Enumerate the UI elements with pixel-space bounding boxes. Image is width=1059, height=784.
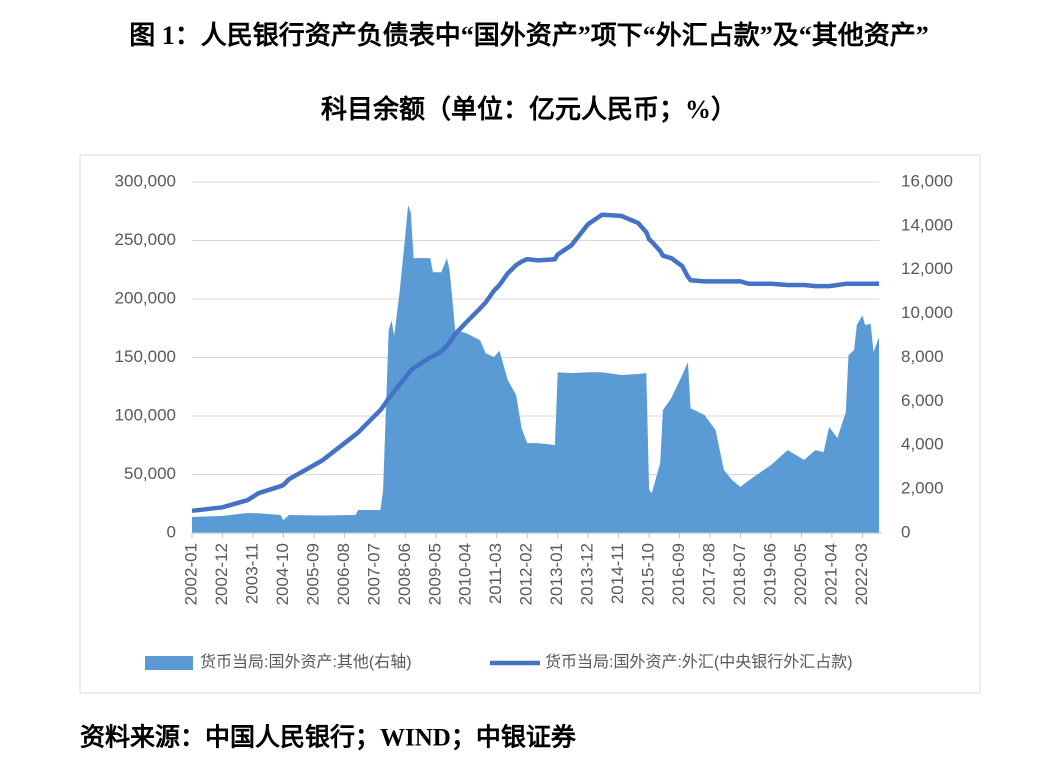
x-tick-label: 2013-01 — [547, 543, 566, 605]
y-tick-label: 0 — [167, 522, 176, 541]
x-tick-label: 2012-02 — [517, 543, 536, 605]
chart-title: 图 1：人民银行资产负债表中“国外资产”项下“外汇占款”及“其他资产” — [129, 20, 929, 50]
x-tick-label: 2021-04 — [821, 543, 840, 605]
x-tick-label: 2022-03 — [852, 543, 871, 605]
x-tick-label: 2010-04 — [456, 543, 475, 605]
y2-tick-label: 0 — [901, 522, 910, 541]
legend-swatch — [145, 656, 193, 670]
y-tick-label: 100,000 — [115, 405, 176, 424]
x-tick-label: 2002-12 — [212, 543, 231, 605]
x-tick-label: 2004-10 — [273, 543, 292, 605]
x-tick-label: 2002-01 — [181, 543, 200, 605]
chart-subtitle: 科目余额（单位：亿元人民币；%） — [321, 94, 737, 124]
y2-tick-label: 8,000 — [901, 347, 944, 366]
x-tick-label: 2016-09 — [669, 543, 688, 605]
line — [191, 212, 879, 514]
x-tick-label: 2020-05 — [791, 543, 810, 605]
x-tick-label: 2018-07 — [730, 543, 749, 605]
x-tick-label: 2008-06 — [395, 543, 414, 605]
y2-tick-label: 16,000 — [901, 171, 953, 190]
y-tick-label: 150,000 — [115, 347, 176, 366]
x-tick-label: 2011-03 — [486, 543, 505, 604]
y-tick-label: 250,000 — [115, 230, 176, 249]
y2-tick-label: 14,000 — [901, 215, 953, 234]
x-tick-label: 2003-11 — [242, 543, 261, 604]
x-tick-label: 2007-07 — [364, 543, 383, 605]
y-tick-label: 200,000 — [115, 288, 176, 307]
source-note: 资料来源：中国人民银行；WIND；中银证券 — [80, 723, 577, 752]
y2-tick-label: 6,000 — [901, 391, 944, 410]
y-tick-label: 300,000 — [115, 171, 176, 190]
x-tick-label: 2019-06 — [760, 543, 779, 605]
legend-label: 货币当局:国外资产:其他(右轴) — [200, 653, 412, 671]
x-tick-label: 2013-12 — [578, 543, 597, 605]
y2-tick-label: 12,000 — [901, 259, 953, 278]
x-tick-label: 2006-08 — [334, 543, 353, 605]
y2-tick-label: 4,000 — [901, 435, 944, 454]
y2-tick-label: 10,000 — [901, 303, 953, 322]
y2-tick-label: 2,000 — [901, 479, 944, 498]
x-tick-label: 2005-09 — [303, 543, 322, 605]
x-tick-label: 2015-10 — [639, 543, 658, 605]
x-tick-label: 2009-05 — [425, 543, 444, 605]
area — [192, 205, 879, 534]
legend-label: 货币当局:国外资产:外汇(中央银行外汇占款) — [545, 653, 853, 671]
x-tick-label: 2017-08 — [700, 543, 719, 605]
y-tick-label: 50,000 — [124, 464, 176, 483]
chart-frame — [79, 154, 981, 694]
x-tick-label: 2014-11 — [608, 543, 627, 604]
